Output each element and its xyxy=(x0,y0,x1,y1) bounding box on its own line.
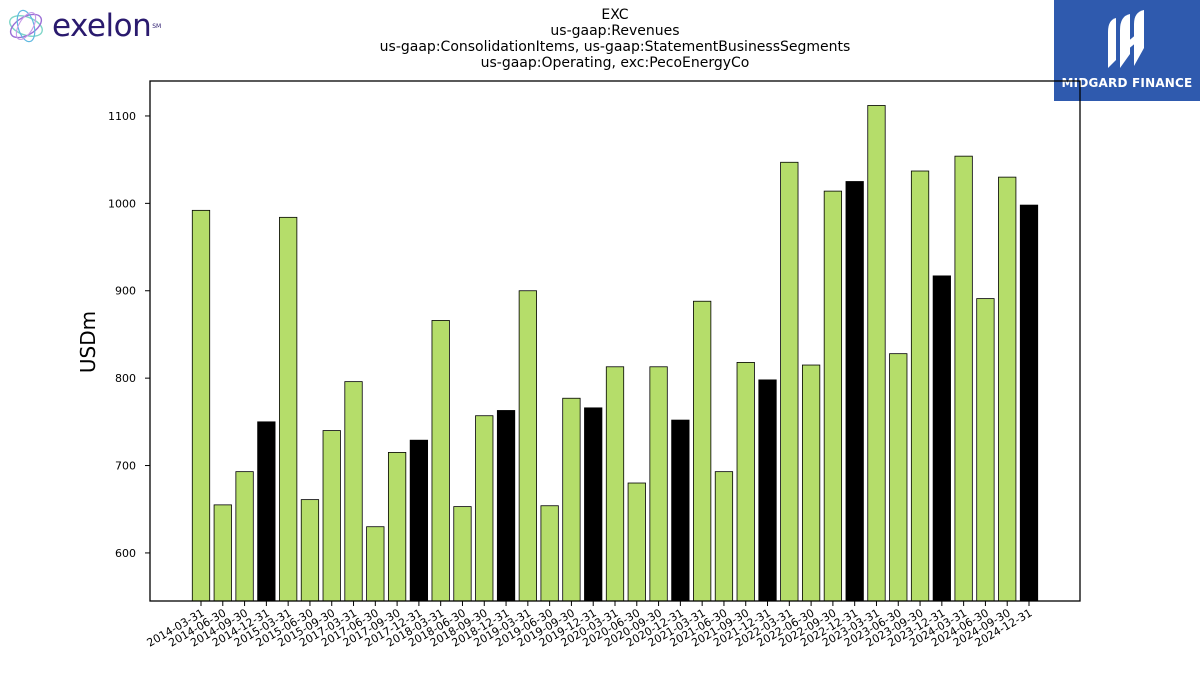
bar xyxy=(801,364,821,602)
bar xyxy=(279,216,298,602)
bar xyxy=(366,526,385,602)
chart-title-line-3: us-gaap:ConsolidationItems, us-gaap:Stat… xyxy=(379,39,851,55)
bar xyxy=(496,410,516,602)
bar xyxy=(758,379,777,602)
bar xyxy=(257,421,276,602)
bar xyxy=(889,353,908,602)
y-tick-label: 600 xyxy=(115,547,136,560)
y-tick-label: 700 xyxy=(115,460,136,473)
bar xyxy=(475,415,494,602)
midgard-brand-text: MIDGARD FINANCE xyxy=(1061,76,1193,90)
bar xyxy=(998,176,1017,602)
bar xyxy=(387,452,407,602)
y-tick-label: 1000 xyxy=(108,197,136,210)
bar xyxy=(540,505,559,602)
bar xyxy=(867,105,886,602)
chart-title-line-2: us-gaap:Revenues xyxy=(550,23,680,39)
bar xyxy=(1019,204,1039,602)
midgard-emblem-icon xyxy=(1108,10,1144,68)
y-axis-label: USDm xyxy=(76,311,100,373)
midgard-finance-logo: MIDGARD FINANCE xyxy=(1054,0,1200,101)
bar xyxy=(823,190,843,602)
bar xyxy=(191,209,211,602)
bar xyxy=(910,170,930,602)
chart-title-block: EXC us-gaap:Revenues us-gaap:Consolidati… xyxy=(150,7,1080,71)
exelon-swirl-icon xyxy=(9,9,43,43)
exelon-logo: exelon SM xyxy=(6,4,161,48)
bar xyxy=(562,397,581,602)
chart-title-line-4: us-gaap:Operating, exc:PecoEnergyCo xyxy=(480,55,750,71)
bar xyxy=(976,298,995,602)
bar xyxy=(344,381,363,602)
exelon-brand-text: exelon xyxy=(52,8,152,44)
bar xyxy=(714,471,734,602)
bar xyxy=(671,419,690,602)
chart-title-line-1: EXC xyxy=(601,7,629,23)
bar xyxy=(409,439,429,602)
bar xyxy=(213,504,232,602)
bar xyxy=(235,471,254,602)
bar xyxy=(605,366,625,602)
bar xyxy=(954,155,973,602)
bar xyxy=(518,290,537,602)
y-tick-label: 900 xyxy=(115,285,136,298)
bar xyxy=(845,181,864,602)
bar xyxy=(649,366,668,602)
bar xyxy=(322,430,341,602)
bar xyxy=(932,275,951,602)
bar xyxy=(431,320,450,602)
y-tick-label: 800 xyxy=(115,372,136,385)
bar xyxy=(693,300,712,602)
bar xyxy=(453,506,472,602)
bar xyxy=(736,362,755,602)
plot-frame xyxy=(149,80,1081,602)
bar xyxy=(300,499,320,602)
y-tick-label: 1100 xyxy=(108,110,136,123)
bar xyxy=(780,161,799,602)
exelon-service-mark: SM xyxy=(152,22,162,30)
bar xyxy=(584,407,603,602)
bar xyxy=(627,482,646,602)
